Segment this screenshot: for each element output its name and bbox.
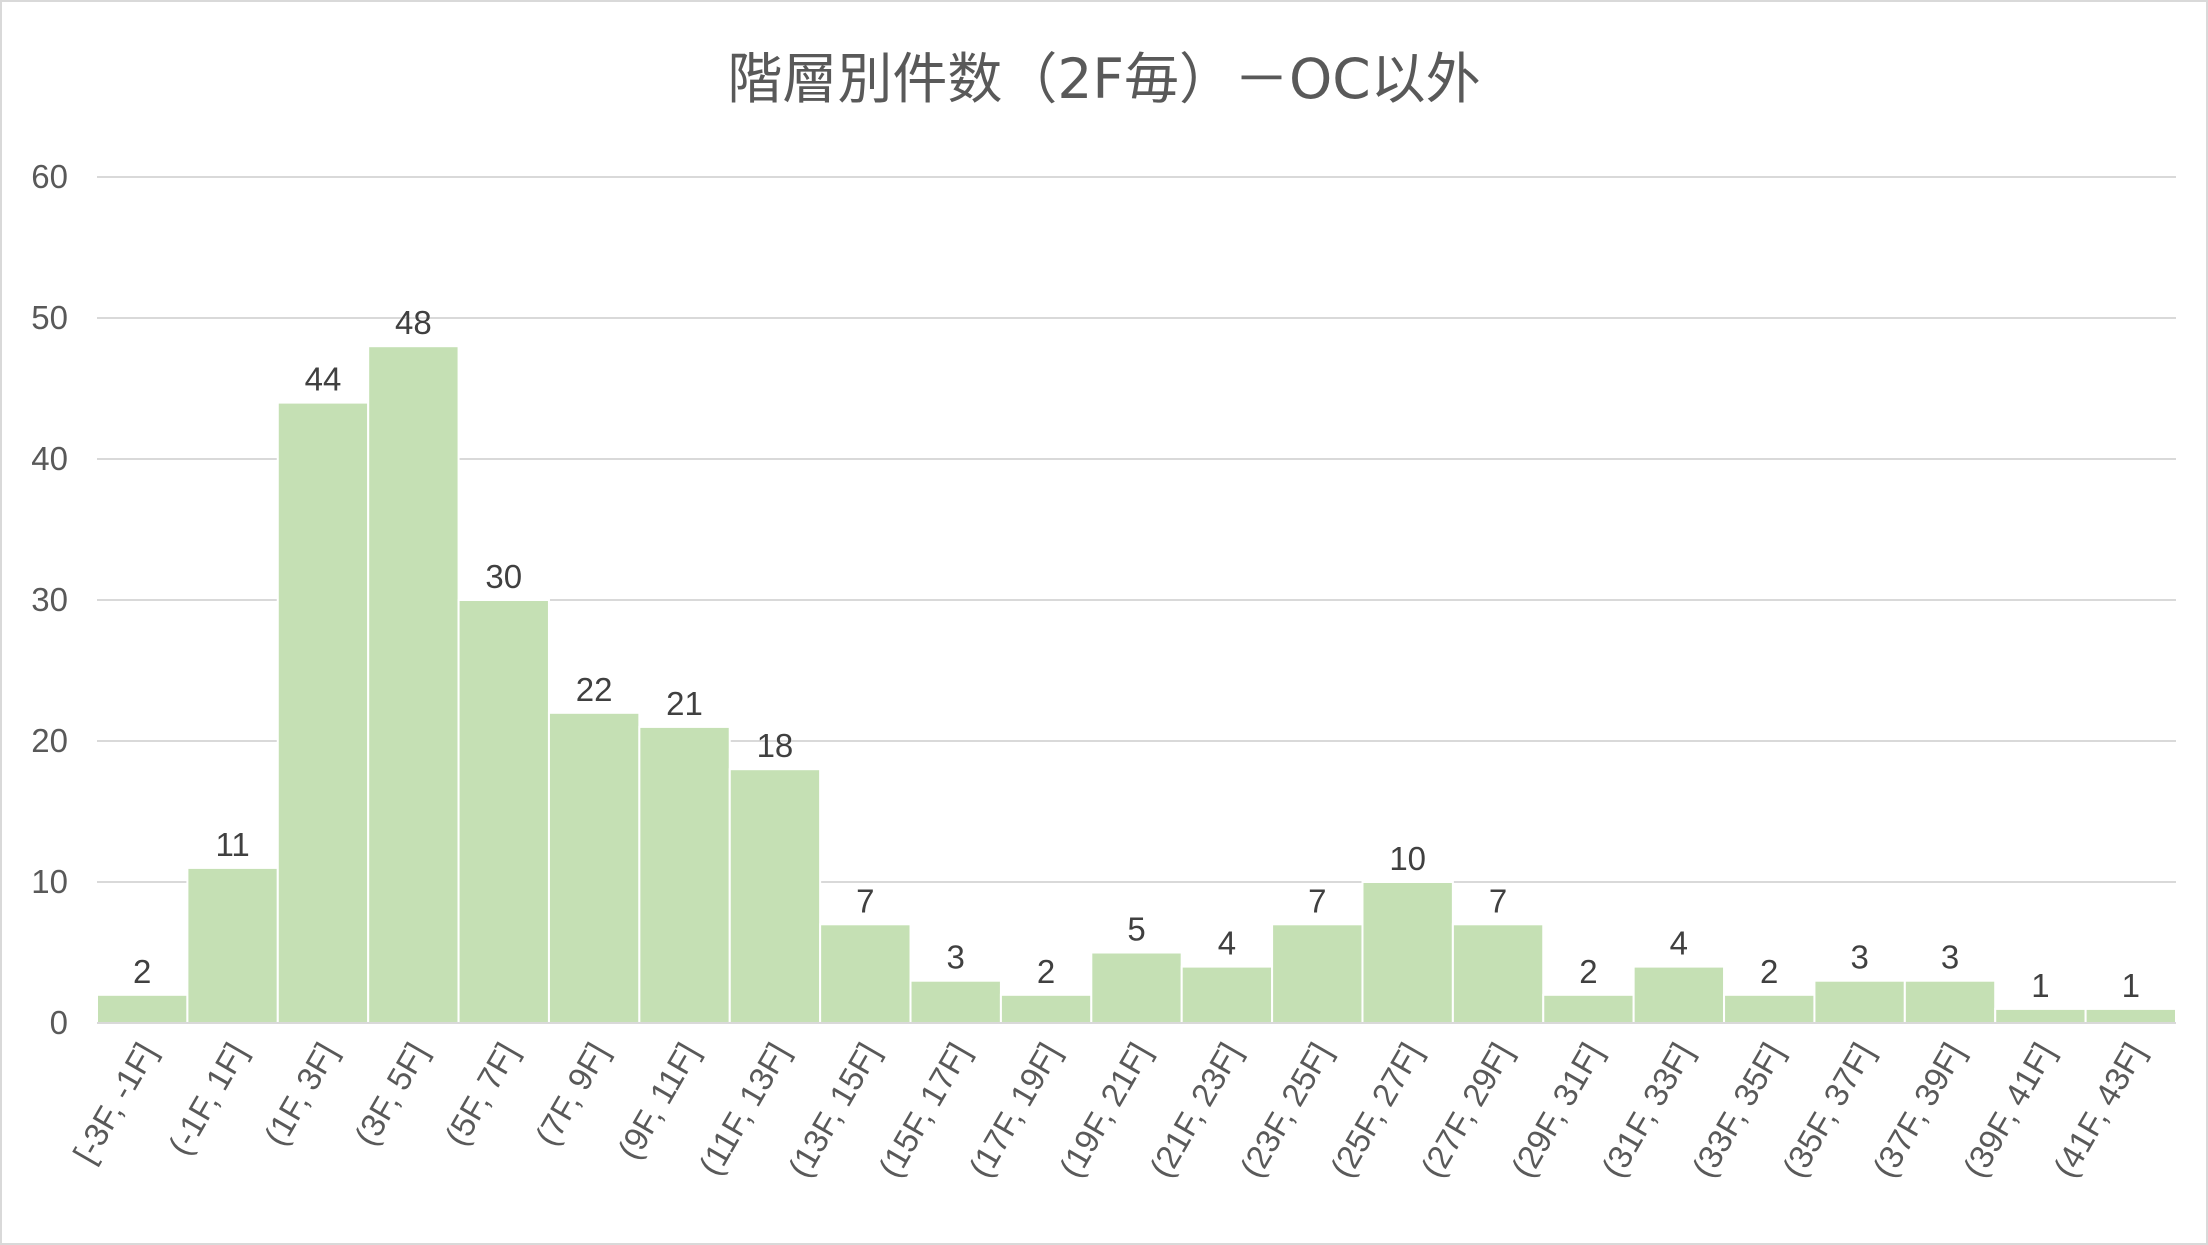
y-tick-label: 60 xyxy=(31,158,68,195)
x-tick-label: (25F, 27F] xyxy=(1323,1036,1429,1183)
data-label: 3 xyxy=(1850,939,1868,976)
data-label: 7 xyxy=(856,882,874,919)
bar xyxy=(1090,951,1183,1024)
y-axis-tick-labels: 0 10 20 30 40 50 60 xyxy=(31,158,68,1041)
x-tick-label: (11F, 13F] xyxy=(691,1036,796,1181)
data-label: 30 xyxy=(485,558,522,595)
y-tick-label: 50 xyxy=(31,299,68,336)
x-tick-label: (35F, 37F] xyxy=(1775,1036,1881,1183)
data-label: 2 xyxy=(133,953,151,990)
bar xyxy=(1723,993,1816,1024)
x-tick-label: (39F, 41F] xyxy=(1956,1036,2062,1183)
x-tick-label: [-3F, -1F] xyxy=(66,1036,164,1169)
data-label: 4 xyxy=(1670,925,1688,962)
x-tick-label: (29F, 31F] xyxy=(1504,1036,1610,1183)
data-label: 44 xyxy=(305,361,342,398)
x-tick-label: (-1F, 1F] xyxy=(161,1036,254,1161)
bar xyxy=(1813,979,1906,1025)
x-tick-label: (7F, 9F] xyxy=(528,1036,616,1151)
bar xyxy=(276,401,370,1025)
x-tick-label: (37F, 39F] xyxy=(1865,1036,1971,1183)
x-tick-label: (31F, 33F] xyxy=(1594,1036,1700,1183)
bar xyxy=(1542,993,1635,1024)
data-label: 11 xyxy=(215,826,249,863)
data-label: 4 xyxy=(1218,925,1236,962)
data-label: 1 xyxy=(2031,967,2049,1004)
bar xyxy=(457,599,550,1024)
x-tick-label: (9F, 11F] xyxy=(610,1036,706,1165)
bar xyxy=(728,768,822,1025)
bar xyxy=(638,725,731,1025)
y-tick-label: 40 xyxy=(31,440,68,477)
bars xyxy=(96,345,2177,1025)
data-label: 3 xyxy=(1941,939,1959,976)
x-tick-label: (17F, 19F] xyxy=(961,1036,1067,1183)
data-label: 2 xyxy=(1037,953,1055,990)
x-tick-label: (1F, 3F] xyxy=(257,1036,345,1151)
data-label: 2 xyxy=(1760,953,1778,990)
data-label: 7 xyxy=(1489,882,1507,919)
data-label: 22 xyxy=(576,671,613,708)
y-tick-label: 0 xyxy=(50,1004,68,1041)
x-tick-label: (27F, 29F] xyxy=(1413,1036,1519,1183)
y-tick-label: 30 xyxy=(31,581,68,618)
data-label: 1 xyxy=(2122,967,2140,1004)
bar xyxy=(1994,1007,2087,1025)
bar xyxy=(1632,965,1726,1024)
x-tick-label: (13F, 15F] xyxy=(781,1036,887,1183)
bar xyxy=(1451,923,1545,1024)
data-label: 10 xyxy=(1389,840,1426,877)
x-axis-tick-labels: [-3F, -1F](-1F, 1F] (1F, 3F] (3F, 5F] (5F, … xyxy=(66,1036,2153,1183)
data-label: 2 xyxy=(1579,953,1597,990)
bar xyxy=(819,923,912,1024)
data-label: 48 xyxy=(395,304,432,341)
chart-title: 階層別件数（2F毎）－OC以外 xyxy=(727,47,1480,111)
data-label: 21 xyxy=(666,685,703,722)
bar xyxy=(186,866,279,1025)
bar xyxy=(1903,979,1997,1025)
bar xyxy=(96,993,189,1024)
bar xyxy=(1271,923,1364,1024)
y-tick-label: 10 xyxy=(31,863,68,900)
bar xyxy=(909,979,1002,1025)
x-tick-label: (41F, 43F] xyxy=(2046,1036,2152,1183)
data-label: 5 xyxy=(1127,911,1145,948)
bar xyxy=(999,993,1093,1024)
data-label: 7 xyxy=(1308,882,1326,919)
x-tick-label: (15F, 17F] xyxy=(871,1036,977,1183)
y-tick-label: 20 xyxy=(31,722,68,759)
bar xyxy=(547,711,641,1024)
x-tick-label: (3F, 5F] xyxy=(347,1036,435,1151)
x-tick-label: (33F, 35F] xyxy=(1685,1036,1791,1183)
x-tick-label: (23F, 25F] xyxy=(1233,1036,1339,1183)
bar xyxy=(367,345,460,1024)
x-tick-label: (5F, 7F] xyxy=(437,1036,525,1151)
bar xyxy=(1180,965,1274,1024)
bar xyxy=(1361,881,1454,1024)
x-tick-label: (21F, 23F] xyxy=(1142,1036,1248,1183)
bar xyxy=(2084,1007,2177,1025)
data-label: 18 xyxy=(757,727,794,764)
data-label: 3 xyxy=(947,939,965,976)
x-tick-label: (19F, 21F] xyxy=(1052,1036,1158,1183)
